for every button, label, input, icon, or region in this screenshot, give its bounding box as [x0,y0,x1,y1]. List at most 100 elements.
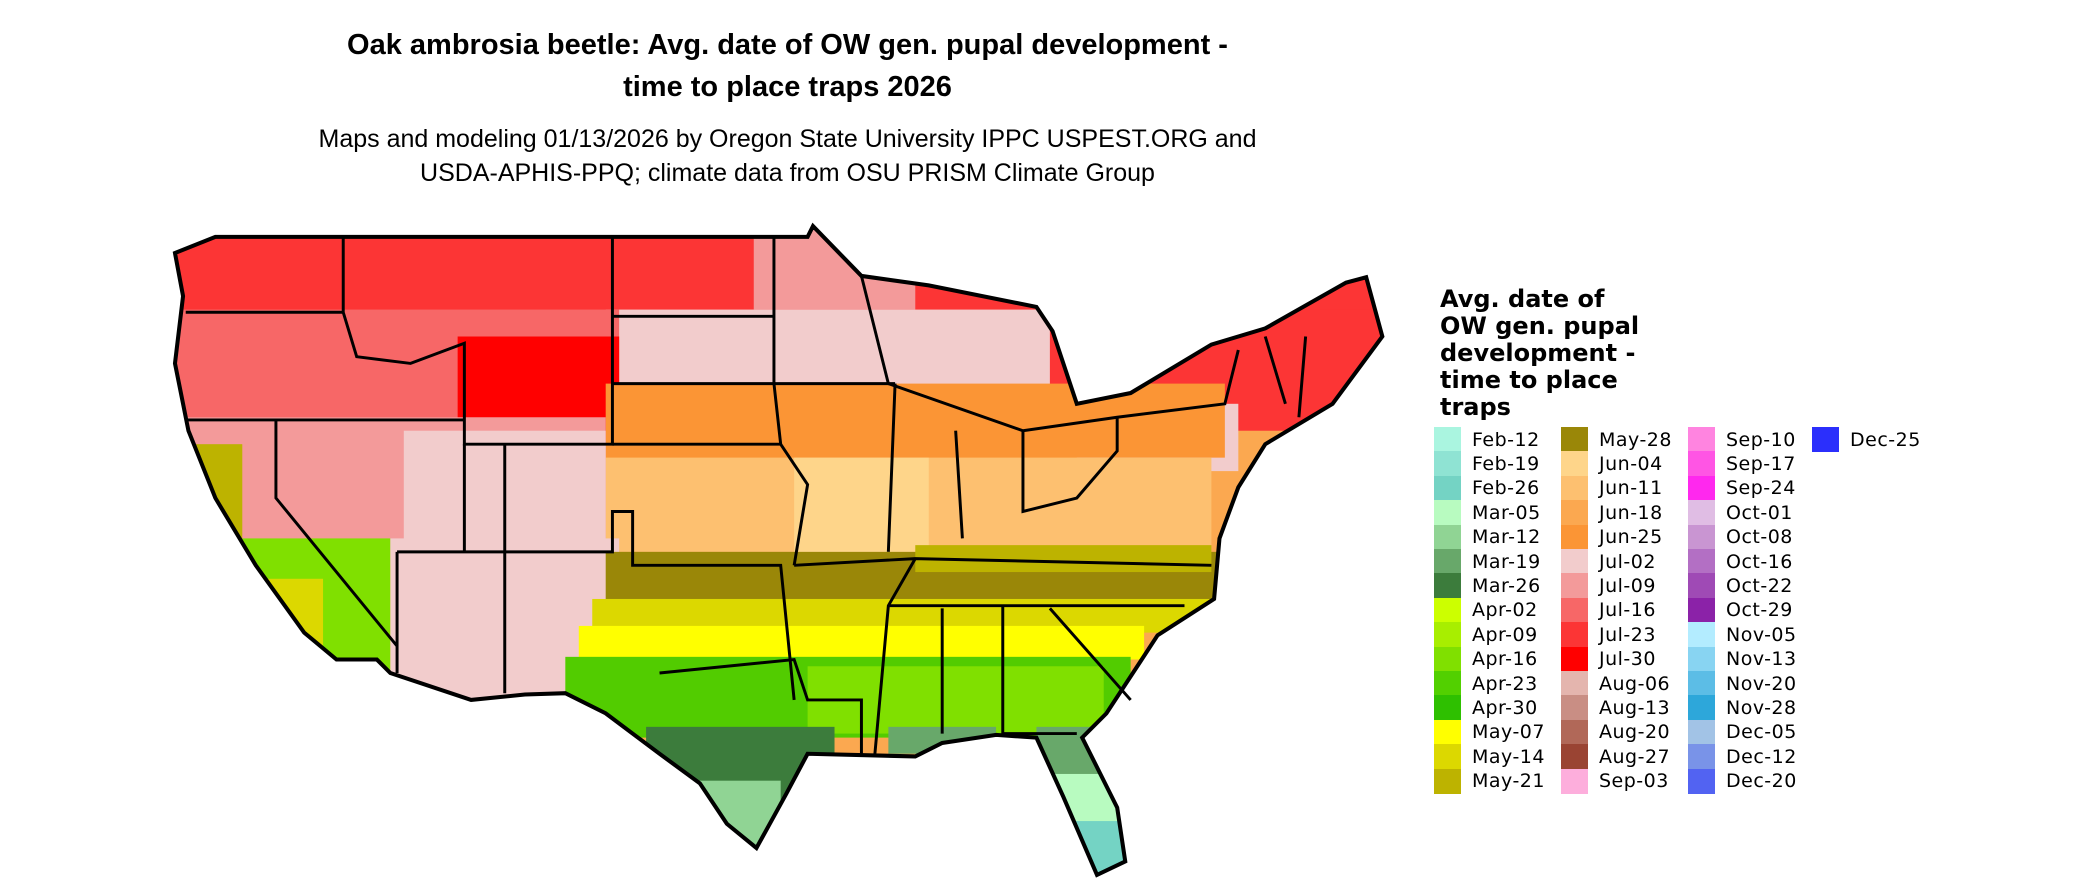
legend-item: Jul-30 [1561,646,1656,672]
legend-swatch [1688,475,1715,501]
legend-swatch [1561,500,1588,526]
legend-item: Aug-20 [1561,719,1671,745]
legend-title-line: OW gen. pupal [1440,312,1640,340]
legend-label: Apr-02 [1472,599,1538,622]
legend-swatch [1561,597,1588,623]
legend-label: Mar-05 [1472,501,1541,524]
legend-item: Dec-25 [1812,427,1921,452]
legend-swatch [1434,451,1461,477]
legend-label: Sep-03 [1599,770,1669,793]
legend-item: Oct-08 [1688,524,1793,550]
legend-item: Nov-28 [1688,695,1797,721]
legend-item: Jun-25 [1561,524,1663,550]
legend-item: Feb-19 [1434,451,1540,477]
legend-swatch [1688,622,1715,648]
legend-swatch [1688,719,1715,745]
legend-item: Mar-26 [1434,573,1541,599]
legend-label: Feb-12 [1472,428,1540,451]
legend-label: Aug-20 [1599,721,1671,744]
legend-item: Feb-26 [1434,475,1540,501]
legend-item: Aug-13 [1561,695,1671,721]
legend-swatch [1434,427,1461,452]
legend-swatch [1561,719,1588,745]
legend-label: Mar-19 [1472,550,1541,573]
map-title-line-2: time to place traps 2026 [623,71,952,103]
legend-label: May-07 [1472,721,1545,744]
legend-swatch [1561,646,1588,672]
legend-label: Mar-12 [1472,526,1541,549]
legend-swatch [1688,573,1715,599]
legend-label: Dec-25 [1850,428,1921,451]
legend-swatch [1688,524,1715,550]
legend-label: Jul-02 [1599,550,1656,573]
legend-item: May-07 [1434,719,1545,745]
legend-item: Apr-09 [1434,622,1538,648]
legend-item: Sep-17 [1688,451,1796,477]
legend-item: Aug-27 [1561,744,1670,770]
legend-swatch [1688,427,1715,452]
legend-label: Aug-13 [1599,696,1671,719]
legend-swatch [1561,744,1588,770]
legend-item: Jul-23 [1561,622,1656,648]
legend-label: May-21 [1472,770,1545,793]
legend-label: Feb-19 [1472,452,1540,475]
legend-item: May-28 [1561,427,1672,452]
legend-item: Mar-05 [1434,500,1541,526]
legend-swatch [1688,768,1715,794]
map-title-line-1: Oak ambrosia beetle: Avg. date of OW gen… [347,29,1228,61]
legend-item: Apr-02 [1434,597,1538,623]
legend-swatch [1434,719,1461,745]
legend-item: Sep-24 [1688,475,1796,501]
legend-swatch [1561,695,1588,721]
map-subtitle-line-2: USDA-APHIS-PPQ; climate data from OSU PR… [420,159,1155,187]
legend-swatch [1434,573,1461,599]
legend-swatch [1688,597,1715,623]
legend-title: Avg. date of OW gen. pupal development -… [1440,286,1650,421]
legend-swatch [1434,597,1461,623]
legend-item: Feb-12 [1434,427,1540,452]
legend-label: Dec-20 [1726,770,1797,793]
map-subtitle: Maps and modeling 01/13/2026 by Oregon S… [200,122,1375,190]
legend-swatch [1688,549,1715,574]
legend-item: Oct-01 [1688,500,1793,526]
legend-item: Nov-13 [1688,646,1797,672]
legend-label: Jul-30 [1599,648,1656,671]
legend-label: Aug-06 [1599,672,1671,695]
legend-item: Dec-12 [1688,744,1797,770]
legend-label: Mar-26 [1472,574,1541,597]
legend-swatch [1434,549,1461,574]
legend-item: Apr-30 [1434,695,1538,721]
legend-swatch [1688,451,1715,477]
legend-label: Apr-30 [1472,696,1538,719]
legend-label: Oct-08 [1726,526,1793,549]
legend-swatch [1688,671,1715,696]
legend-title-line: Avg. date of [1440,285,1605,313]
legend-item: May-21 [1434,768,1545,794]
legend-label: Dec-05 [1726,721,1797,744]
legend-item: Aug-06 [1561,671,1670,696]
legend-label: Jun-25 [1599,526,1663,549]
legend-label: Jun-04 [1599,452,1663,475]
legend-label: Oct-01 [1726,501,1793,524]
legend-label: Sep-10 [1726,428,1796,451]
legend-swatch [1561,573,1588,599]
legend-swatch [1688,695,1715,721]
legend-label: Apr-09 [1472,623,1538,646]
legend-swatch [1561,427,1588,452]
legend-label: Sep-17 [1726,452,1796,475]
legend-swatch [1561,451,1588,477]
legend-swatch [1434,622,1461,648]
state-borders [185,236,1308,754]
legend-swatch [1561,475,1588,501]
legend-swatch [1561,768,1588,794]
legend-label: May-28 [1599,428,1672,451]
legend-item: Oct-16 [1688,549,1793,574]
legend-swatch [1434,695,1461,721]
legend-swatch [1561,671,1588,696]
legend-label: May-14 [1472,745,1545,768]
legend-swatch [1688,500,1715,526]
legend-item: Jun-04 [1561,451,1663,477]
legend-title-line: time to place [1440,366,1618,394]
legend-label: Jun-18 [1599,501,1663,524]
